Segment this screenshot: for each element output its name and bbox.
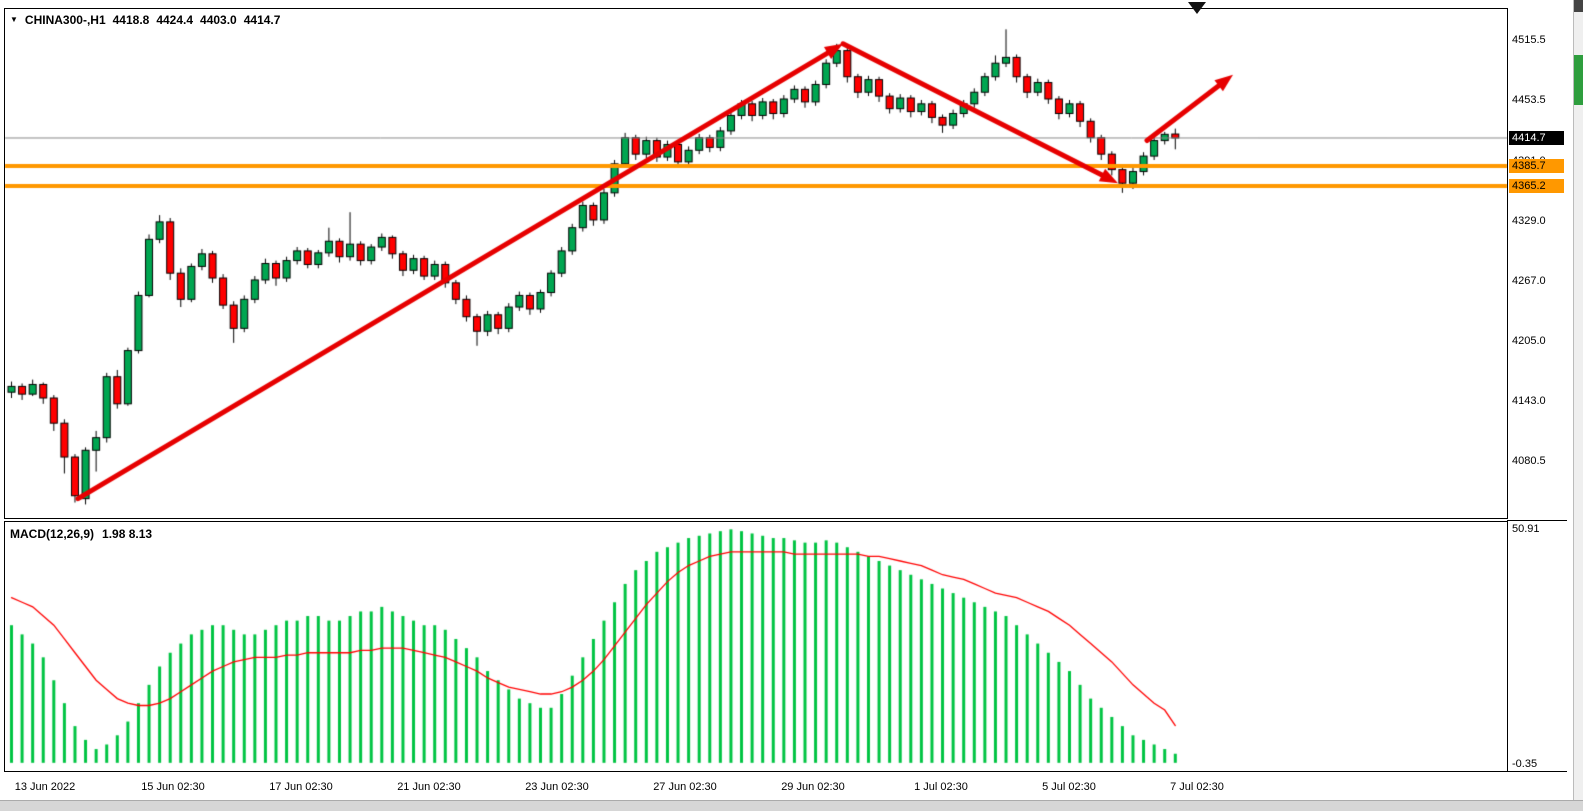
- ohlc-open: 4418.8: [112, 13, 150, 27]
- ohlc-low: 4403.0: [200, 13, 237, 27]
- level-price-label: 4385.7: [1509, 159, 1564, 174]
- window-bottom-edge: [0, 800, 1583, 811]
- axis-divider-top: [1507, 520, 1567, 521]
- axis-divider-bottom: [1507, 771, 1567, 772]
- scrollbar-top-cap: [1574, 0, 1583, 12]
- time-axis-label: 7 Jul 02:30: [1170, 781, 1224, 793]
- window-right-scrollbar[interactable]: [1573, 0, 1583, 811]
- price-tick-label: 4515.5: [1512, 34, 1546, 47]
- symbol-period-label: CHINA300-,H1: [24, 13, 106, 27]
- ohlc-close: 4414.7: [243, 13, 281, 27]
- macd-tick-label: -0.35: [1512, 758, 1538, 771]
- price-axis[interactable]: 4515.54453.54391.04329.04267.04205.04143…: [1509, 0, 1567, 811]
- symbol-marker-icon: ▼: [10, 15, 18, 24]
- time-axis-label: 21 Jun 02:30: [397, 781, 461, 793]
- time-axis-label: 15 Jun 02:30: [141, 781, 205, 793]
- price-tick-label: 4453.5: [1512, 94, 1546, 107]
- indicator-label: MACD(12,26,9) 1.98 8.13: [10, 527, 160, 541]
- price-tick-label: 4267.0: [1512, 274, 1546, 287]
- current-price-label: 4414.7: [1509, 130, 1564, 145]
- indicator-values: 1.98 8.13: [102, 527, 153, 541]
- time-axis-label: 13 Jun 2022: [14, 781, 76, 793]
- scrollbar-indicator: [1574, 55, 1583, 105]
- price-tick-label: 4205.0: [1512, 334, 1546, 347]
- price-tick-label: 4080.5: [1512, 455, 1546, 468]
- time-axis-label: 1 Jul 02:30: [914, 781, 968, 793]
- time-axis-label: 17 Jun 02:30: [269, 781, 333, 793]
- level-price-label: 4365.2: [1509, 178, 1564, 193]
- price-tick-label: 4143.0: [1512, 394, 1546, 407]
- chart-title: ▼ CHINA300-,H1 4418.8 4424.4 4403.0 4414.7: [10, 13, 287, 27]
- price-tick-label: 4329.0: [1512, 214, 1546, 227]
- ohlc-high: 4424.4: [156, 13, 194, 27]
- indicator-name: MACD(12,26,9): [10, 527, 95, 541]
- macd-tick-label: 50.91: [1512, 523, 1540, 536]
- time-axis-label: 5 Jul 02:30: [1042, 781, 1096, 793]
- time-axis-label: 23 Jun 02:30: [525, 781, 589, 793]
- time-axis-label: 27 Jun 02:30: [653, 781, 717, 793]
- time-axis[interactable]: 13 Jun 2022 15 Jun 02:30 17 Jun 02:30 21 Ju…: [0, 776, 1583, 798]
- chart-shift-marker-icon[interactable]: [1188, 2, 1206, 14]
- time-axis-label: 29 Jun 02:30: [781, 781, 845, 793]
